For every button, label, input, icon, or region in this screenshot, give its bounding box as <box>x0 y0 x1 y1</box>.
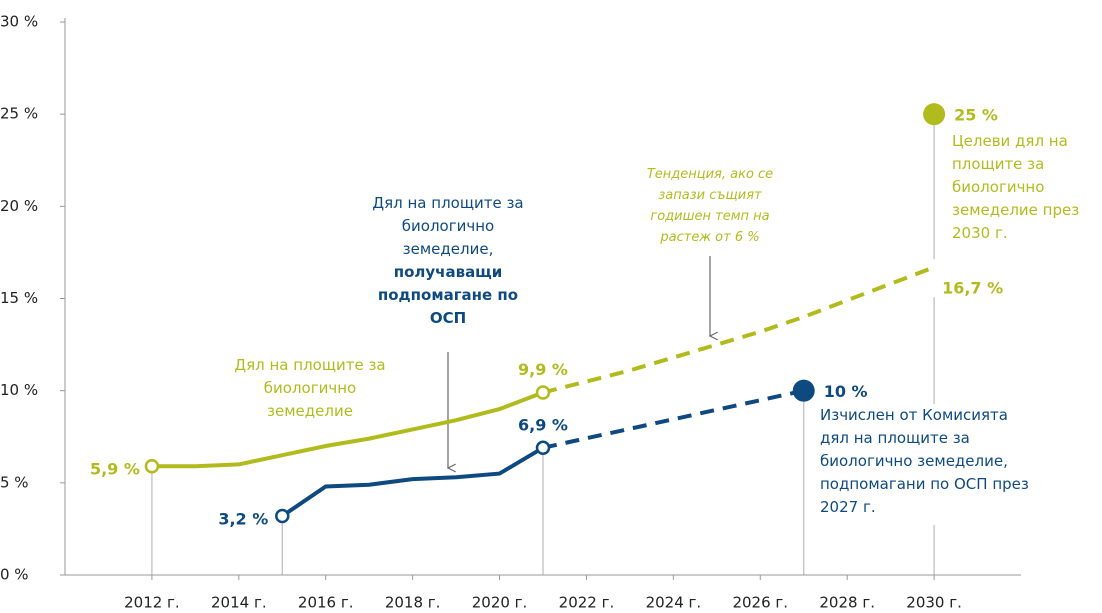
trend-line <box>542 265 935 395</box>
x-tick-label: 2030 г. <box>906 594 962 612</box>
x-tick-label: 2018 г. <box>385 594 441 612</box>
x-tick-label: 2028 г. <box>819 594 875 612</box>
data-label: 6,9 % <box>518 415 568 434</box>
trend-label: Тенденция, ако се запази същият годишен … <box>646 167 774 245</box>
target-label: Целеви дял на площите за биологично земе… <box>952 130 1102 245</box>
x-tick-label: 2026 г. <box>732 594 788 612</box>
y-tick-label: 20 % <box>0 197 38 215</box>
data-label: 3,2 % <box>218 510 268 529</box>
series-label: Дял на площите за биологично земеделие, … <box>358 192 538 330</box>
point <box>535 440 551 456</box>
x-tick-label: 2020 г. <box>472 594 528 612</box>
series-label: Дял на площите за биологично земеделие <box>234 356 386 420</box>
data-label: 16,7 % <box>942 279 1003 298</box>
y-tick-label: 30 % <box>0 13 38 31</box>
point <box>535 385 551 400</box>
data-label: 25 % <box>954 106 998 125</box>
trend-line <box>542 388 805 450</box>
y-tick-label: 10 % <box>0 381 38 399</box>
x-tick-label: 2024 г. <box>646 594 702 612</box>
y-tick-label: 0 % <box>0 566 29 584</box>
target-point <box>923 103 946 126</box>
point <box>144 458 160 474</box>
series-line <box>151 390 544 469</box>
point <box>275 508 290 524</box>
x-tick-label: 2012 г. <box>124 594 180 612</box>
y-tick-label: 25 % <box>0 105 38 123</box>
data-label: 9,9 % <box>518 360 568 379</box>
y-tick-label: 15 % <box>0 289 38 307</box>
series-label-text: Дял на площите за биологично земеделие, <box>372 194 524 258</box>
series-label-emphasis: получаващи подпомагане по ОСП <box>377 263 519 327</box>
data-label: 10 % <box>824 382 868 401</box>
x-tick-label: 2014 г. <box>211 594 267 612</box>
target-point <box>792 379 815 402</box>
x-tick-label: 2022 г. <box>559 594 615 612</box>
target-label: Изчислен от Комисията дял на площите за … <box>820 404 1035 525</box>
data-label: 5,9 % <box>90 460 140 479</box>
y-tick-label: 5 % <box>0 473 29 491</box>
x-tick-label: 2016 г. <box>298 594 354 612</box>
drop-lines <box>151 114 935 575</box>
series-line <box>281 446 545 518</box>
